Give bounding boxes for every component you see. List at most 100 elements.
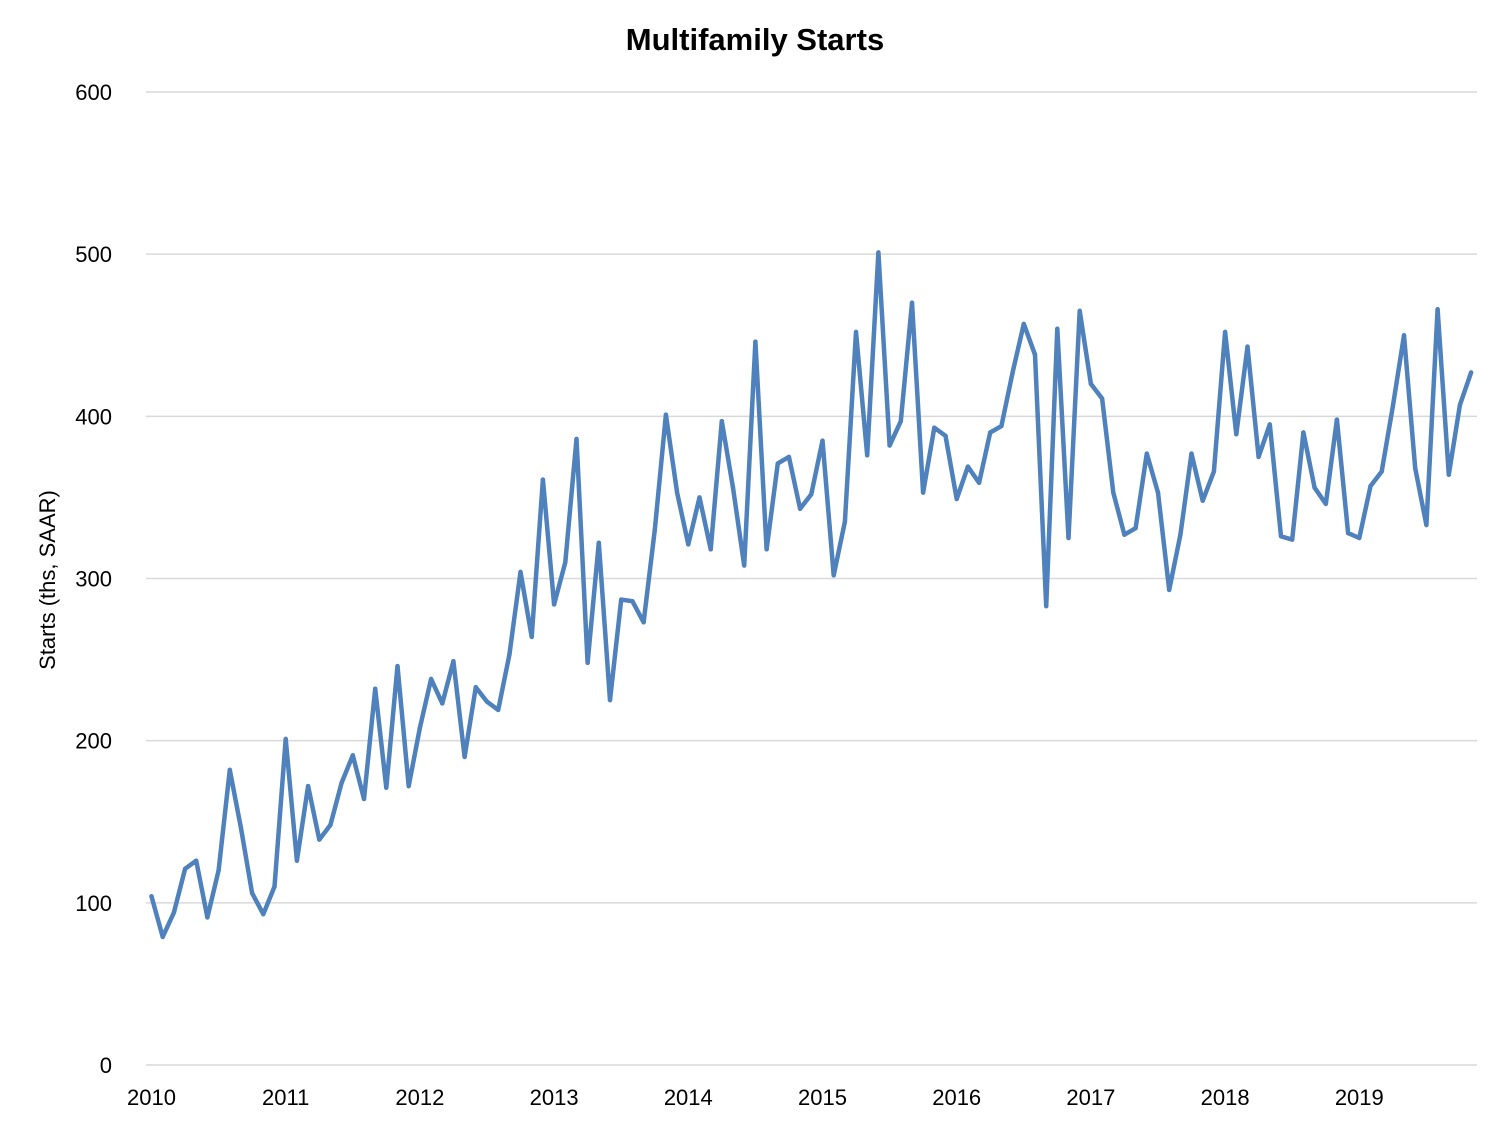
data-point xyxy=(764,547,769,552)
data-point xyxy=(1167,587,1172,593)
data-point xyxy=(395,663,400,669)
data-point xyxy=(988,430,993,435)
data-point xyxy=(1055,326,1060,331)
data-point xyxy=(842,519,848,524)
data-point xyxy=(1379,469,1384,474)
data-point xyxy=(272,884,277,889)
data-point xyxy=(1077,308,1082,314)
data-point xyxy=(1301,430,1306,435)
x-tick-label: 2015 xyxy=(798,1085,847,1110)
data-point xyxy=(1312,485,1317,490)
data-point xyxy=(730,485,736,490)
data-point xyxy=(1234,432,1239,437)
data-point xyxy=(619,597,624,602)
data-point xyxy=(1200,498,1205,503)
data-point xyxy=(708,547,713,552)
data-point xyxy=(507,652,512,657)
data-point xyxy=(406,783,411,789)
y-tick-label: 400 xyxy=(75,404,112,429)
data-point xyxy=(1446,472,1452,477)
data-point xyxy=(898,419,903,424)
data-point xyxy=(216,868,221,873)
data-point xyxy=(797,506,803,511)
y-tick-label: 300 xyxy=(75,567,112,592)
data-point xyxy=(1111,490,1116,495)
data-point xyxy=(920,490,926,495)
data-point xyxy=(697,495,702,500)
data-point xyxy=(585,660,590,665)
data-point xyxy=(1021,321,1026,327)
y-axis-ticks: 0 100 200 300 400 500 600 xyxy=(75,80,112,1078)
chart-title: Multifamily Starts xyxy=(626,22,884,57)
data-point xyxy=(607,697,613,703)
data-point xyxy=(350,753,355,758)
data-point xyxy=(451,659,456,664)
data-point xyxy=(417,725,423,730)
data-point xyxy=(529,634,534,640)
data-point xyxy=(1189,451,1194,456)
data-point xyxy=(853,329,859,335)
data-point xyxy=(1345,530,1351,536)
data-point xyxy=(1413,466,1418,471)
data-point xyxy=(283,736,288,742)
data-point xyxy=(1468,370,1474,375)
data-point xyxy=(1256,454,1261,460)
series-line-0 xyxy=(149,250,1474,940)
data-point xyxy=(1222,329,1228,335)
y-tick-label: 600 xyxy=(75,80,112,105)
data-point xyxy=(171,910,177,915)
data-point xyxy=(1457,402,1463,408)
x-tick-label: 2010 xyxy=(127,1085,176,1110)
data-point xyxy=(551,602,557,607)
data-point xyxy=(1334,417,1340,422)
data-point xyxy=(1401,333,1407,338)
x-tick-label: 2014 xyxy=(664,1085,713,1110)
x-tick-label: 2013 xyxy=(530,1085,579,1110)
data-point xyxy=(965,464,971,469)
data-point xyxy=(317,837,322,842)
data-point xyxy=(641,620,646,625)
data-point xyxy=(1099,396,1105,401)
x-axis-ticks: 2010 2011 2012 2013 2014 2015 2016 2017 2018 2019 xyxy=(127,1085,1384,1110)
data-point xyxy=(1368,483,1373,489)
data-point xyxy=(373,686,378,691)
data-point xyxy=(652,527,657,532)
data-point xyxy=(686,542,691,547)
data-point xyxy=(194,858,199,863)
data-point xyxy=(1267,422,1273,427)
data-point xyxy=(1122,532,1127,537)
data-point xyxy=(1088,381,1094,387)
data-point xyxy=(496,707,501,713)
data-point xyxy=(1357,535,1362,541)
data-point xyxy=(238,826,244,831)
data-point xyxy=(339,780,344,785)
data-point xyxy=(1178,532,1183,537)
x-tick-label: 2019 xyxy=(1335,1085,1384,1110)
y-tick-label: 500 xyxy=(75,242,112,267)
x-tick-label: 2016 xyxy=(932,1085,981,1110)
data-point xyxy=(596,540,601,545)
data-point xyxy=(630,599,635,604)
data-point xyxy=(361,796,367,802)
x-tick-label: 2011 xyxy=(262,1085,309,1110)
data-point xyxy=(999,423,1004,429)
data-point xyxy=(1278,534,1284,539)
data-point xyxy=(484,699,490,704)
data-point xyxy=(328,822,333,828)
y-tick-label: 200 xyxy=(75,729,112,754)
data-point xyxy=(261,912,266,917)
data-point xyxy=(887,443,892,448)
y-tick-label: 100 xyxy=(75,891,112,916)
data-point xyxy=(775,461,780,466)
data-point xyxy=(943,433,948,438)
data-point xyxy=(1133,526,1138,531)
data-point xyxy=(563,560,568,565)
data-point xyxy=(518,569,523,575)
data-point xyxy=(909,300,915,305)
y-axis-label: Starts (ths, SAAR) xyxy=(35,490,60,670)
data-point xyxy=(976,480,982,485)
x-tick-label: 2012 xyxy=(395,1085,444,1110)
data-point xyxy=(1032,352,1038,357)
